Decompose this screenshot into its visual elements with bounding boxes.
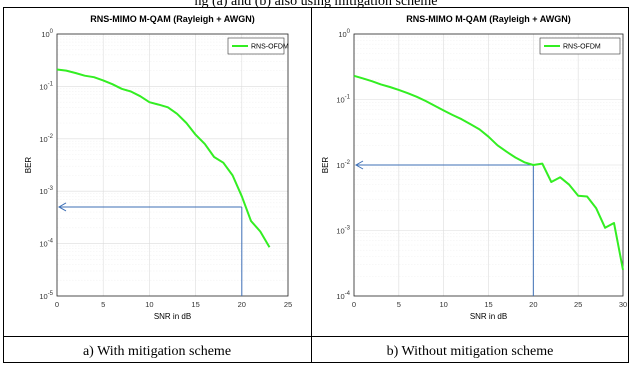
x-tick-label: 10	[145, 300, 153, 309]
top-text: ng (a) and (b) also using mitigation sch…	[195, 0, 438, 9]
series-line	[353, 74, 624, 271]
y-tick-label: 10-3	[336, 226, 350, 236]
x-tick-label: 0	[352, 300, 356, 309]
chart-b: 0 5 10 15 20 25 30 10-4 10-3 10-2 10-1 100 RNS-MIMO …	[321, 14, 627, 321]
x-tick-label: 0	[55, 300, 59, 309]
x-tick-label: 25	[284, 300, 292, 309]
y-tick-label: 100	[338, 29, 350, 39]
x-tick-label: 5	[101, 300, 105, 309]
chart-title: RNS-MIMO M-QAM (Rayleigh + AWGN)	[90, 14, 254, 24]
legend-box	[539, 37, 621, 55]
caption-b: b) Without mitigation scheme	[387, 344, 554, 359]
plot-area	[57, 34, 288, 296]
legend-box	[227, 37, 285, 55]
x-axis-label: SNR in dB	[470, 312, 507, 321]
x-tick-label: 25	[574, 300, 582, 309]
x-tick-label: 5	[397, 300, 401, 309]
y-tick-label: 10-4	[39, 239, 53, 249]
legend-label: RNS-OFDM	[563, 44, 601, 51]
y-axis-label: BER	[321, 157, 330, 174]
x-axis-label: SNR in dB	[154, 312, 191, 321]
axes-box	[353, 33, 624, 297]
chart-a: 0 5 10 15 20 25 10-5 10-4 10-3 10-2 10-1 100 RNS-MIM…	[24, 14, 292, 321]
y-tick-label: 10-1	[39, 81, 53, 91]
y-tick-label: 10-3	[39, 186, 53, 196]
x-tick-label: 15	[484, 300, 492, 309]
x-tick-label: 10	[439, 300, 447, 309]
x-tick-label: 20	[238, 300, 246, 309]
x-tick-label: 30	[619, 300, 627, 309]
x-tick-label: 15	[191, 300, 199, 309]
legend-label: RNS-OFDM	[251, 44, 289, 51]
y-tick-label: 10-5	[39, 291, 53, 301]
x-tick-label: 20	[529, 300, 537, 309]
y-axis-label: BER	[24, 157, 33, 174]
y-tick-label: 10-2	[39, 134, 53, 144]
y-tick-label: 10-1	[336, 95, 350, 105]
caption-a: a) With mitigation scheme	[83, 344, 231, 359]
series-line	[56, 68, 271, 248]
panel-frame-b	[311, 7, 629, 363]
y-tick-label: 10-2	[336, 160, 350, 170]
y-tick-label: 100	[41, 29, 53, 39]
annotation-arrowhead	[57, 202, 67, 212]
axes-box	[56, 33, 289, 297]
annotation-arrowhead	[354, 160, 364, 170]
chart-title: RNS-MIMO M-QAM (Rayleigh + AWGN)	[406, 14, 570, 24]
y-tick-label: 10-4	[336, 291, 350, 301]
